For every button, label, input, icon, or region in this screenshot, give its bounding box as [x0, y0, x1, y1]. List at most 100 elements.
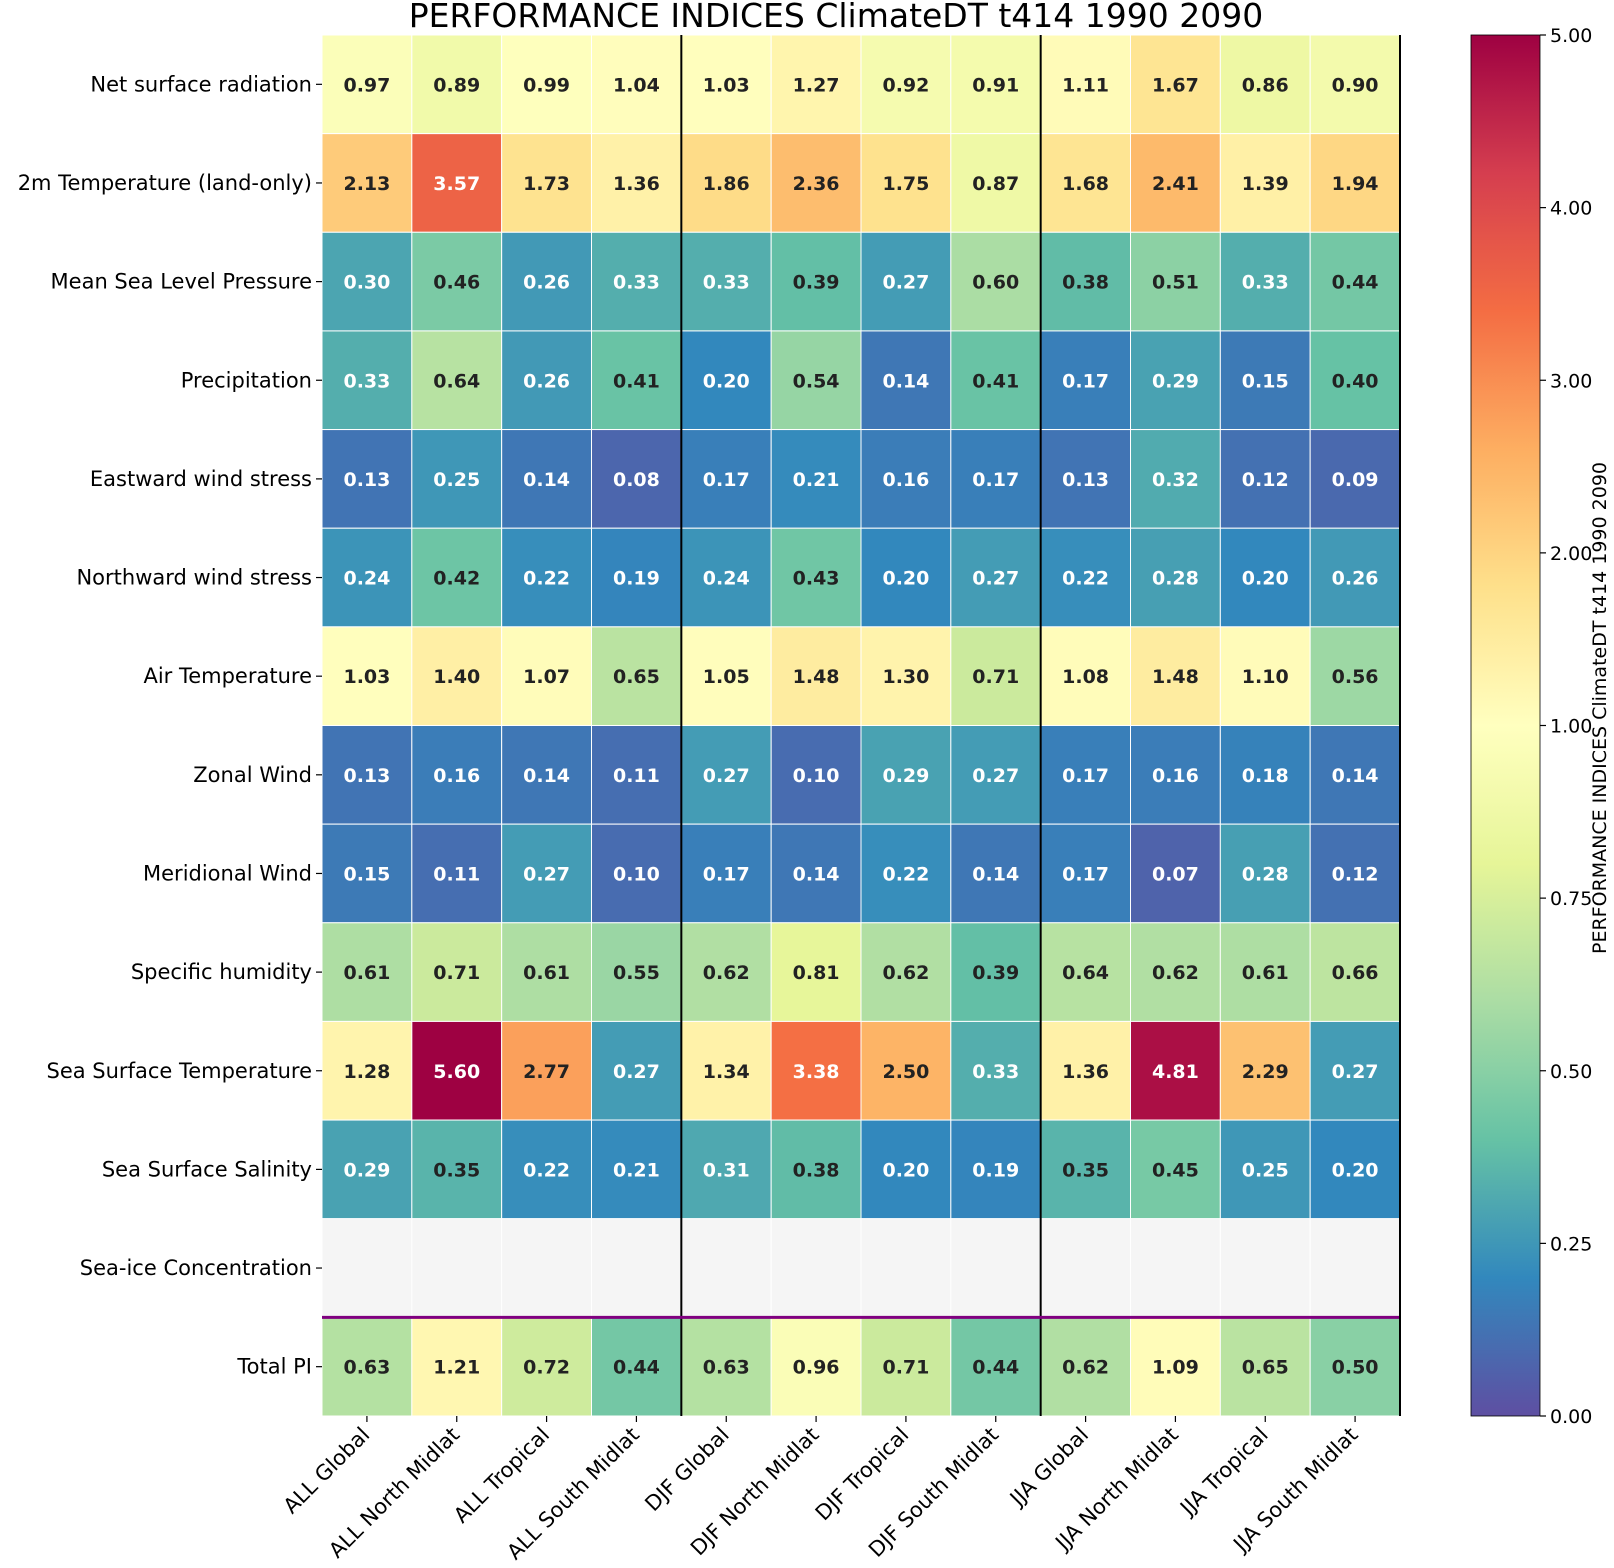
cell-value-label: 1.40	[433, 666, 480, 688]
cell-value-label: 0.27	[882, 272, 929, 294]
cell-value-label: 0.13	[343, 765, 390, 787]
cell-total-pi-djf-tropical	[860, 1316, 952, 1417]
cell-zonal-wind-jja-south-midlat	[1309, 725, 1401, 825]
cell-value-label: 0.62	[882, 962, 929, 984]
cell-northward-wind-stress-djf-south-midlat	[950, 527, 1042, 628]
cell-precipitation-all-south-midlat	[591, 330, 682, 431]
colorbar-tick-label: 1.00	[1550, 716, 1592, 738]
cell-northward-wind-stress-djf-north-midlat	[770, 527, 862, 628]
cell-specific-humidity-all-north-midlat	[411, 922, 503, 1022]
cell-sea-surface-salinity-all-tropical	[501, 1119, 592, 1220]
cell-zonal-wind-all-global	[321, 725, 413, 825]
cell-value-label: 1.94	[1332, 173, 1379, 195]
cell-zonal-wind-djf-tropical	[860, 725, 952, 825]
cell-value-label: 0.19	[972, 1159, 1019, 1181]
cell-value-label: 0.33	[703, 272, 750, 294]
cell-value-label: 1.08	[1062, 666, 1109, 688]
cell-value-label: 0.56	[1332, 666, 1379, 688]
cell-value-label: 0.33	[343, 370, 390, 392]
cell-northward-wind-stress-jja-global	[1040, 527, 1131, 628]
colorbar-tick-label: 0.25	[1550, 1233, 1592, 1255]
colorbar-label: PERFORMANCE INDICES ClimateDT t414 1990 …	[1589, 462, 1611, 954]
cell-value-label: 0.64	[433, 370, 480, 392]
cell-value-label: 0.29	[1152, 370, 1199, 392]
cell-value-label: 0.92	[882, 74, 929, 96]
cell-value-label: 1.86	[703, 173, 750, 195]
cell-value-label: 0.54	[793, 370, 840, 392]
cell-mean-sea-level-pressure-djf-tropical	[860, 231, 952, 332]
cell-value-label: 1.36	[613, 173, 660, 195]
cell-value-label: 0.20	[703, 370, 750, 392]
cell-value-label: 0.55	[613, 962, 660, 984]
cell-value-label: 0.86	[1242, 74, 1289, 96]
cell-value-label: 1.28	[343, 1061, 390, 1083]
colorbar-tick-label: 4.00	[1550, 198, 1592, 220]
cell-value-label: 2.36	[793, 173, 840, 195]
cell-value-label: 0.21	[613, 1159, 660, 1181]
cell-value-label: 1.03	[343, 666, 390, 688]
cell-value-label: 0.21	[793, 469, 840, 491]
cell-value-label: 0.22	[523, 1159, 570, 1181]
cell-meridional-wind-djf-north-midlat	[770, 823, 862, 924]
cell-value-label: 0.42	[433, 568, 480, 590]
cell-value-label: 0.17	[1062, 863, 1109, 885]
cell-sea-ice-concentration-all-south-midlat	[591, 1218, 682, 1318]
cell-value-label: 0.16	[433, 765, 480, 787]
cell-precipitation-jja-tropical	[1219, 330, 1311, 431]
cell-net-surface-radiation-all-north-midlat	[411, 34, 503, 135]
cell-value-label: 0.65	[1242, 1357, 1289, 1379]
cell-sea-surface-salinity-jja-north-midlat	[1130, 1119, 1221, 1220]
cell-value-label: 1.68	[1062, 173, 1109, 195]
cell-specific-humidity-djf-tropical	[860, 922, 952, 1022]
cell-total-pi-all-global	[321, 1316, 413, 1417]
cell-meridional-wind-jja-south-midlat	[1309, 823, 1401, 924]
cell-value-label: 0.27	[972, 765, 1019, 787]
cell-precipitation-jja-global	[1040, 330, 1131, 431]
cell-value-label: 0.41	[972, 370, 1019, 392]
y-label-precipitation: Precipitation	[181, 368, 312, 392]
cell-value-label: 1.75	[882, 173, 929, 195]
cell-value-label: 0.61	[523, 962, 570, 984]
cell-total-pi-djf-north-midlat	[770, 1316, 862, 1417]
cell-air-temperature-djf-tropical	[860, 626, 952, 726]
cell-value-label: 0.91	[972, 74, 1019, 96]
cell-value-label: 0.07	[1152, 863, 1199, 885]
cell-value-label: 0.08	[613, 469, 660, 491]
cell-precipitation-djf-tropical	[860, 330, 952, 431]
cell-net-surface-radiation-jja-north-midlat	[1130, 34, 1221, 135]
cell-sea-surface-salinity-djf-tropical	[860, 1119, 952, 1220]
cell-value-label: 0.14	[523, 765, 570, 787]
cell-value-label: 0.41	[613, 370, 660, 392]
cell-net-surface-radiation-djf-south-midlat	[950, 34, 1042, 135]
cell-sea-surface-temperature-jja-global	[1040, 1020, 1131, 1121]
cell-value-label: 0.99	[523, 74, 570, 96]
cell-air-temperature-jja-north-midlat	[1130, 626, 1221, 726]
cell-value-label: 1.09	[1152, 1357, 1199, 1379]
cell-sea-surface-temperature-djf-global	[680, 1020, 772, 1121]
cell-sea-surface-salinity-all-north-midlat	[411, 1119, 503, 1220]
cell-value-label: 0.14	[793, 863, 840, 885]
cell-sea-ice-concentration-all-tropical	[501, 1218, 592, 1318]
cell-sea-surface-salinity-jja-global	[1040, 1119, 1131, 1220]
cell-value-label: 1.11	[1062, 74, 1109, 96]
cell-meridional-wind-all-tropical	[501, 823, 592, 924]
cell-value-label: 0.16	[1152, 765, 1199, 787]
cell-value-label: 0.27	[703, 765, 750, 787]
cell-sea-ice-concentration-djf-global	[680, 1218, 772, 1318]
cell-value-label: 1.39	[1242, 173, 1289, 195]
cell-value-label: 0.13	[1062, 469, 1109, 491]
cell-value-label: 1.73	[523, 173, 570, 195]
cell-sea-surface-temperature-jja-north-midlat	[1130, 1020, 1221, 1121]
cell-value-label: 0.71	[972, 666, 1019, 688]
cell-2m-temperature-land-only-jja-tropical	[1219, 133, 1311, 233]
cell-value-label: 0.32	[1152, 469, 1199, 491]
cell-zonal-wind-all-tropical	[501, 725, 592, 825]
cell-air-temperature-jja-tropical	[1219, 626, 1311, 726]
cell-air-temperature-all-tropical	[501, 626, 592, 726]
cell-sea-surface-temperature-all-tropical	[501, 1020, 592, 1121]
cell-precipitation-djf-north-midlat	[770, 330, 862, 431]
cell-total-pi-jja-tropical	[1219, 1316, 1311, 1417]
cell-value-label: 0.20	[1242, 568, 1289, 590]
cell-mean-sea-level-pressure-all-tropical	[501, 231, 592, 332]
